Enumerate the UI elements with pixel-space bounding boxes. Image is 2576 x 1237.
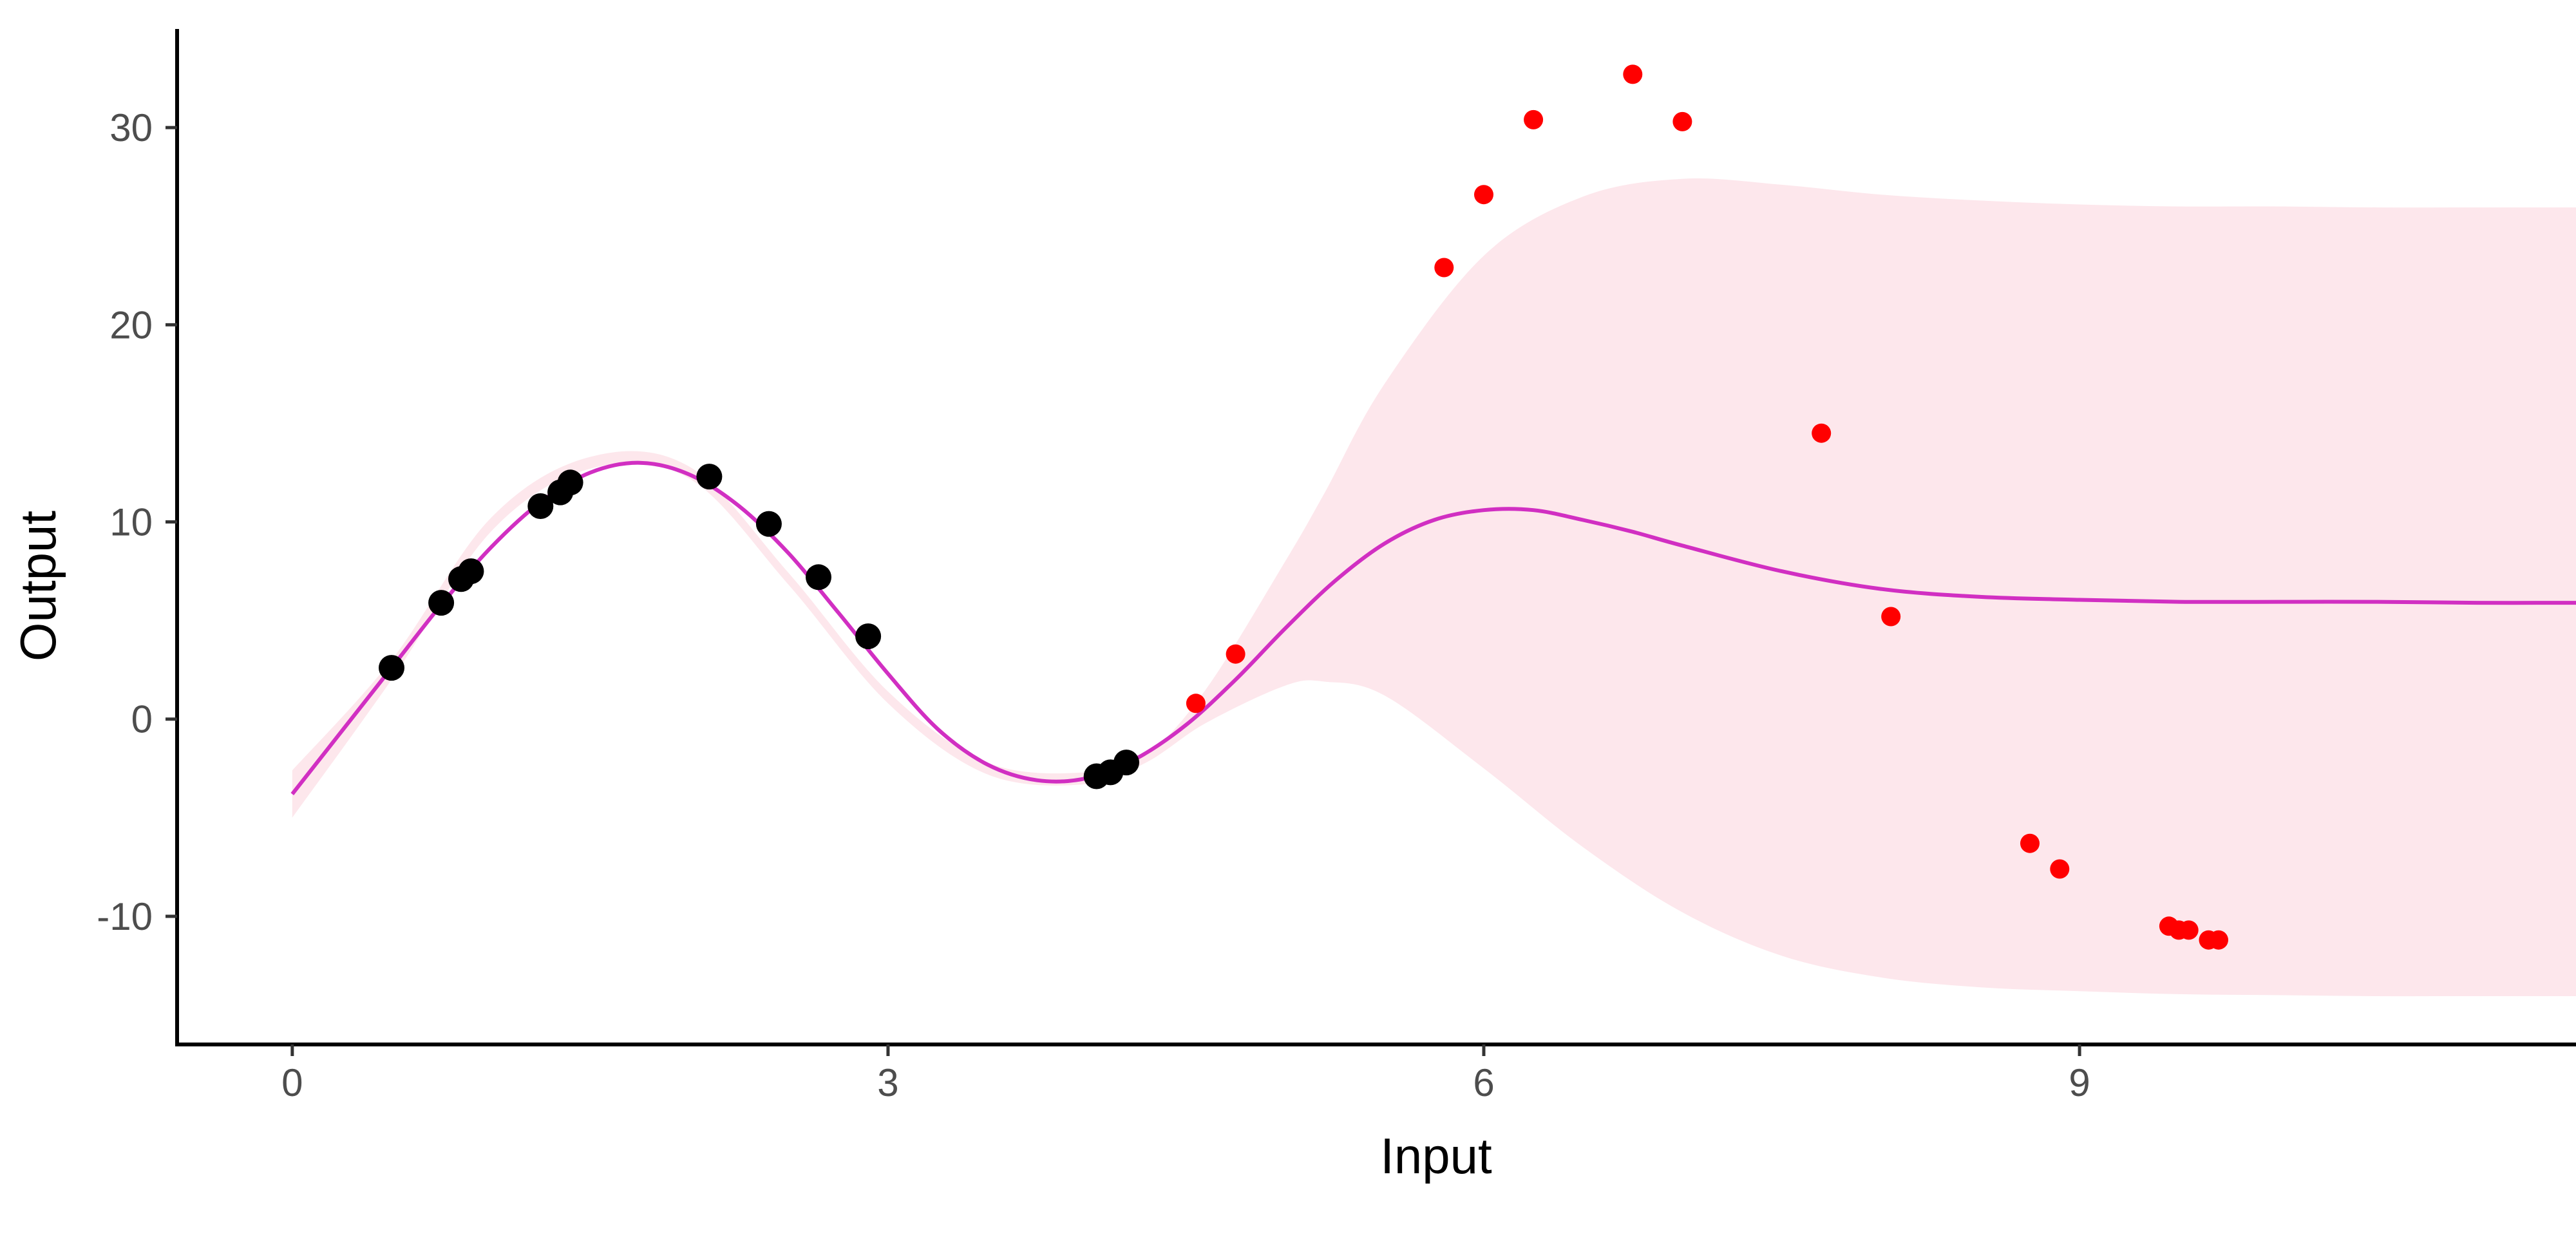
training-point — [696, 464, 723, 490]
test-point — [1881, 607, 1901, 627]
training-point — [458, 558, 484, 585]
confidence-band — [292, 178, 2576, 997]
x-tick-label: 3 — [877, 1061, 898, 1104]
confidence-band-layer — [292, 178, 2576, 997]
test-point — [2209, 930, 2228, 950]
test-point — [1186, 694, 1206, 713]
fit-line-layer — [290, 460, 2576, 795]
training-point — [806, 564, 831, 590]
test-point — [2050, 859, 2070, 879]
test-point — [2020, 833, 2040, 853]
training-point — [379, 655, 404, 681]
test-point — [1434, 258, 1454, 278]
test-point — [1672, 111, 1692, 131]
y-tick-label: 10 — [109, 501, 153, 544]
training-point — [428, 590, 455, 616]
training-point — [1113, 750, 1139, 776]
test-point — [1524, 109, 1544, 129]
data-points-layer — [379, 64, 2228, 950]
test-point — [1623, 64, 1643, 84]
training-point — [855, 623, 882, 650]
training-point — [755, 511, 782, 537]
y-tick-label: 0 — [131, 698, 153, 741]
x-tick-label: 6 — [1473, 1061, 1494, 1104]
test-point — [2179, 920, 2199, 940]
test-point — [1474, 185, 1493, 205]
test-point — [1226, 644, 1245, 664]
y-tick-label: -10 — [97, 895, 153, 938]
y-axis-title: Output — [10, 511, 66, 661]
y-tick-label: 20 — [109, 303, 153, 346]
training-point — [557, 469, 583, 496]
axes: 0 3 6 9 -10 0 10 20 30 — [97, 29, 2576, 1104]
x-axis-title: Input — [1380, 1128, 1492, 1184]
y-tick-label: 30 — [109, 106, 153, 149]
test-point — [1812, 423, 1832, 443]
training-point — [527, 493, 554, 519]
x-tick-label: 0 — [281, 1061, 303, 1104]
x-tick-label: 9 — [2069, 1061, 2090, 1104]
fit-line — [290, 460, 2576, 795]
